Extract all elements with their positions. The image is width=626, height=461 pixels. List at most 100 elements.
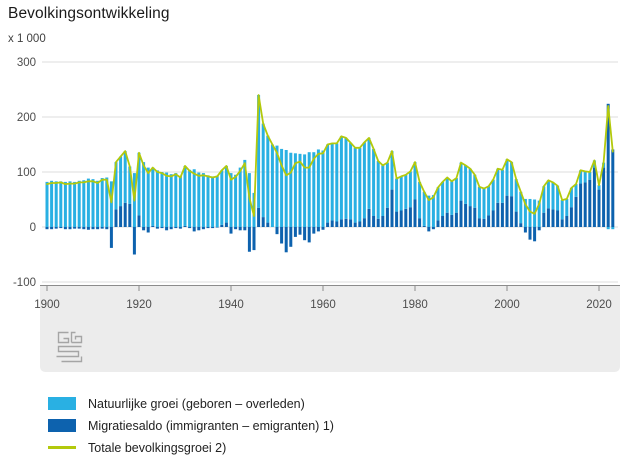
bar-migration-1903 [59, 227, 63, 229]
bar-migration-1935 [206, 227, 210, 229]
bar-migration-1955 [298, 227, 302, 235]
bar-migration-1918 [128, 203, 132, 227]
bar-natural-1978 [404, 174, 408, 209]
bar-migration-1920 [137, 215, 141, 227]
bar-natural-2009 [546, 180, 550, 209]
population-chart[interactable]: 300 200 100 0 -100 1900 1920 1940 1960 1980 2000 20… [0, 0, 626, 380]
bar-migration-1978 [404, 208, 408, 227]
bar-natural-1985 [436, 187, 440, 221]
legend-label: Totale bevolkingsgroei 2) [88, 440, 227, 455]
bar-migration-1906 [73, 227, 77, 229]
bar-natural-1932 [192, 169, 196, 227]
bar-migration-1953 [289, 227, 293, 247]
bar-natural-1909 [86, 178, 90, 227]
bar-natural-1997 [491, 179, 495, 211]
bar-natural-1994 [477, 186, 481, 219]
y-axis-unit-label: x 1 000 [8, 33, 46, 45]
bar-migration-2003 [519, 223, 523, 227]
bar-natural-1979 [408, 171, 412, 208]
bar-migration-1902 [54, 227, 58, 229]
bar-migration-1982 [422, 225, 426, 227]
bar-migration-2008 [542, 212, 546, 227]
bar-natural-1971 [372, 148, 376, 216]
bar-natural-2017 [583, 171, 587, 183]
bar-natural-1901 [50, 180, 54, 227]
bar-natural-1908 [82, 180, 86, 227]
bar-natural-1939 [224, 165, 228, 223]
bar-migration-1910 [91, 227, 95, 230]
bar-migration-1922 [146, 227, 150, 233]
bar-natural-1935 [206, 175, 210, 227]
bar-natural-1942 [238, 167, 242, 227]
bar-migration-1999 [500, 202, 504, 227]
bar-natural-1903 [59, 181, 63, 227]
bar-migration-1959 [316, 227, 320, 232]
bar-natural-1990 [459, 162, 463, 201]
bar-migration-1974 [385, 207, 389, 227]
bar-natural-1912 [100, 178, 104, 227]
bar-natural-2013 [565, 198, 569, 216]
bar-migration-1993 [473, 207, 477, 227]
bar-migration-1976 [395, 211, 399, 227]
bar-natural-2011 [556, 185, 560, 211]
bar-natural-1973 [381, 165, 385, 216]
bar-natural-1961 [326, 144, 330, 223]
x-axis-tick-label: 1960 [310, 299, 336, 311]
bar-natural-2001 [510, 162, 514, 197]
bar-natural-1922 [146, 167, 150, 227]
bar-natural-1970 [367, 137, 371, 209]
bar-natural-2002 [514, 179, 518, 212]
bar-natural-1968 [358, 147, 362, 222]
bar-natural-1928 [174, 173, 178, 227]
y-axis-tick-label: 100 [17, 167, 36, 179]
bar-natural-2012 [560, 200, 564, 220]
bar-migration-1987 [445, 212, 449, 227]
bar-migration-1938 [220, 224, 224, 227]
bar-migration-1944 [247, 227, 251, 252]
legend-item-natural-growth: Natuurlijke groei (geboren – overleden) [48, 397, 334, 411]
bar-migration-1979 [408, 207, 412, 227]
bar-migration-1986 [441, 216, 445, 227]
bar-natural-1964 [339, 136, 343, 220]
bar-natural-1953 [289, 152, 293, 227]
bar-natural-1962 [330, 143, 334, 221]
bar-natural-2008 [542, 186, 546, 213]
bar-migration-2002 [514, 211, 518, 227]
bar-natural-1982 [422, 191, 426, 226]
total-growth-line-swatch [48, 446, 76, 449]
chart-legend: Natuurlijke groei (geboren – overleden) … [48, 397, 334, 455]
bar-natural-1929 [178, 175, 182, 227]
bar-migration-1988 [450, 214, 454, 227]
bar-natural-1965 [344, 137, 348, 219]
bar-migration-1926 [165, 227, 169, 231]
bar-natural-1926 [165, 172, 169, 227]
bar-migration-1901 [50, 227, 54, 230]
bar-migration-1981 [418, 218, 422, 227]
bar-natural-1983 [427, 195, 431, 227]
bar-migration-2012 [560, 219, 564, 227]
bar-migration-1994 [477, 218, 481, 227]
legend-item-migration-balance: Migratiesaldo (immigranten – emigranten)… [48, 419, 334, 433]
bar-natural-1955 [298, 153, 302, 227]
bar-migration-1996 [487, 215, 491, 227]
bar-natural-1900 [45, 181, 49, 227]
bar-migration-2010 [551, 209, 555, 227]
bar-natural-2015 [574, 184, 578, 197]
bar-migration-1950 [275, 227, 279, 235]
bar-natural-1914 [109, 181, 113, 227]
bar-natural-2010 [551, 182, 555, 210]
bar-natural-1938 [220, 170, 224, 225]
bar-natural-1902 [54, 181, 58, 227]
bar-migration-1904 [63, 227, 67, 230]
bar-migration-1972 [376, 218, 380, 227]
bar-migration-2013 [565, 216, 569, 227]
bar-natural-1936 [211, 176, 215, 227]
bar-natural-1958 [312, 152, 316, 227]
bar-natural-1951 [280, 148, 284, 227]
bar-migration-1932 [192, 227, 196, 232]
cbs-logo [56, 331, 83, 363]
bar-migration-2018 [588, 179, 592, 227]
cbs-logo-stroke [56, 345, 82, 358]
bar-migration-1914 [109, 227, 113, 248]
bar-migration-2014 [569, 207, 573, 227]
